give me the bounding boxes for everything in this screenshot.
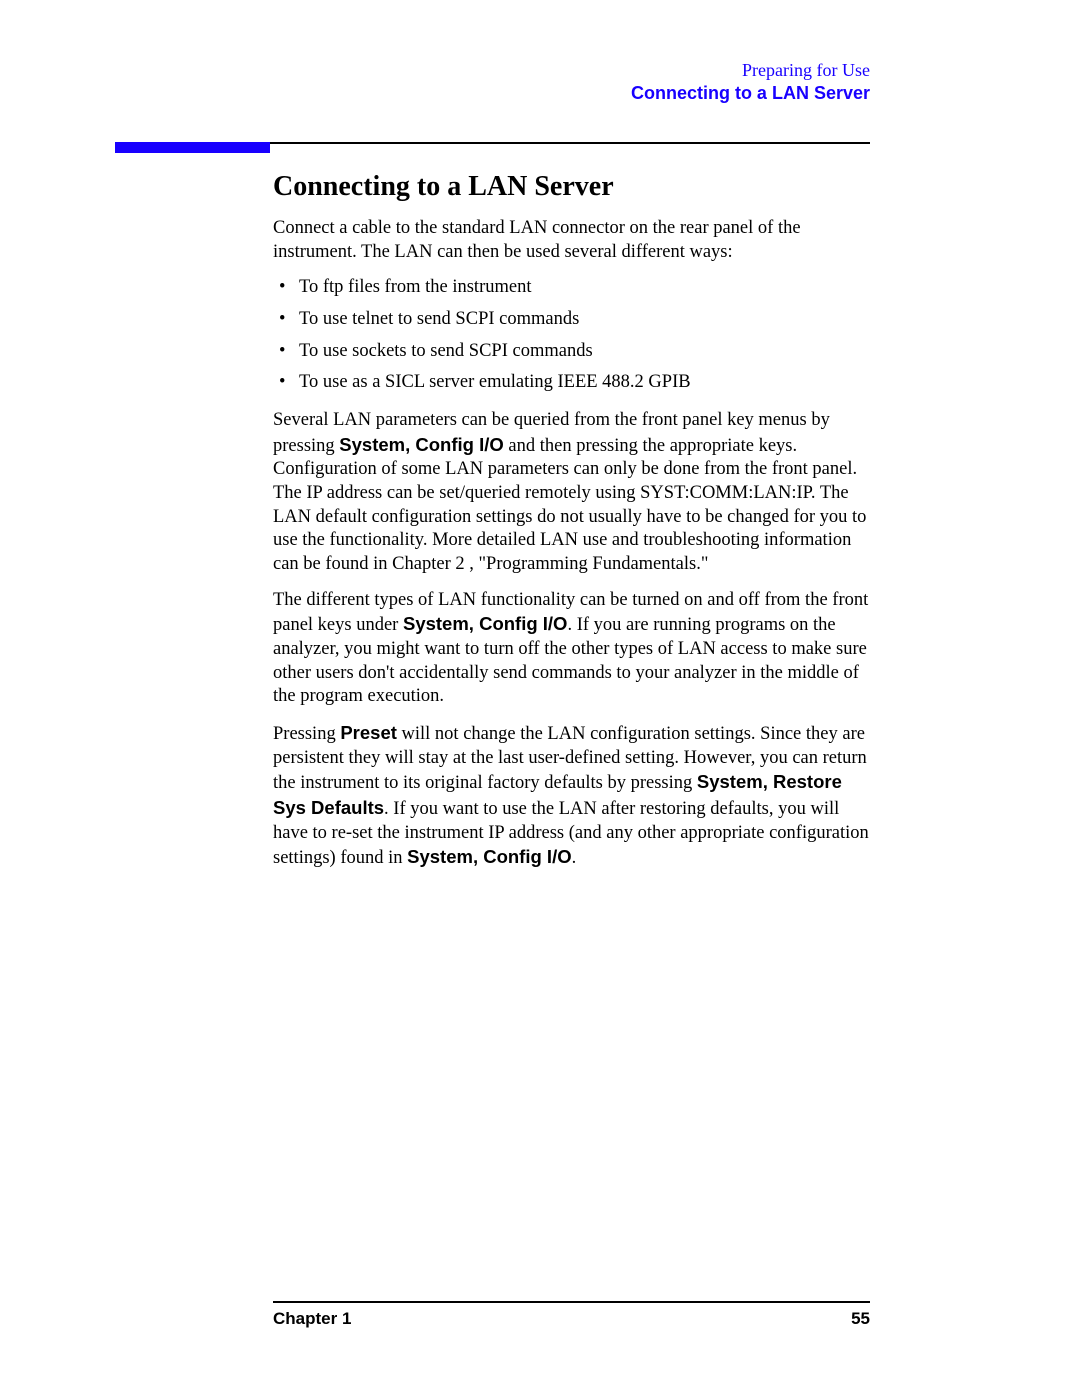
text-run: .: [572, 848, 577, 868]
intro-paragraph: Connect a cable to the standard LAN conn…: [273, 217, 870, 264]
section-title: Connecting to a LAN Server: [273, 171, 870, 203]
paragraph-2: Several LAN parameters can be queried fr…: [273, 409, 870, 577]
bold-key-label: System, Config I/O: [403, 613, 567, 634]
header-section-name: Preparing for Use: [115, 60, 870, 81]
document-page: Preparing for Use Connecting to a LAN Se…: [0, 0, 1080, 1397]
horizontal-rule: [270, 142, 870, 144]
bold-key-label: Preset: [340, 722, 397, 743]
footer-chapter: Chapter 1: [273, 1309, 351, 1329]
text-run: and then pressing the appropriate keys. …: [273, 436, 866, 574]
text-run: Pressing: [273, 724, 340, 744]
list-item: To ftp files from the instrument: [273, 276, 870, 300]
list-item: To use telnet to send SCPI commands: [273, 308, 870, 332]
header-topic-name: Connecting to a LAN Server: [115, 83, 870, 104]
page-header: Preparing for Use Connecting to a LAN Se…: [115, 60, 870, 104]
list-item: To use sockets to send SCPI commands: [273, 340, 870, 364]
bold-key-label: System, Config I/O: [407, 846, 571, 867]
blue-accent-bar: [115, 142, 270, 153]
paragraph-3: The different types of LAN functionality…: [273, 589, 870, 709]
paragraph-4: Pressing Preset will not change the LAN …: [273, 721, 870, 871]
list-item: To use as a SICL server emulating IEEE 4…: [273, 371, 870, 395]
main-content: Connecting to a LAN Server Connect a cab…: [273, 171, 870, 871]
section-divider: [115, 142, 870, 153]
bold-key-label: System, Config I/O: [339, 434, 503, 455]
usage-bullet-list: To ftp files from the instrument To use …: [273, 276, 870, 395]
footer-page-number: 55: [851, 1309, 870, 1329]
page-footer: Chapter 1 55: [273, 1301, 870, 1329]
